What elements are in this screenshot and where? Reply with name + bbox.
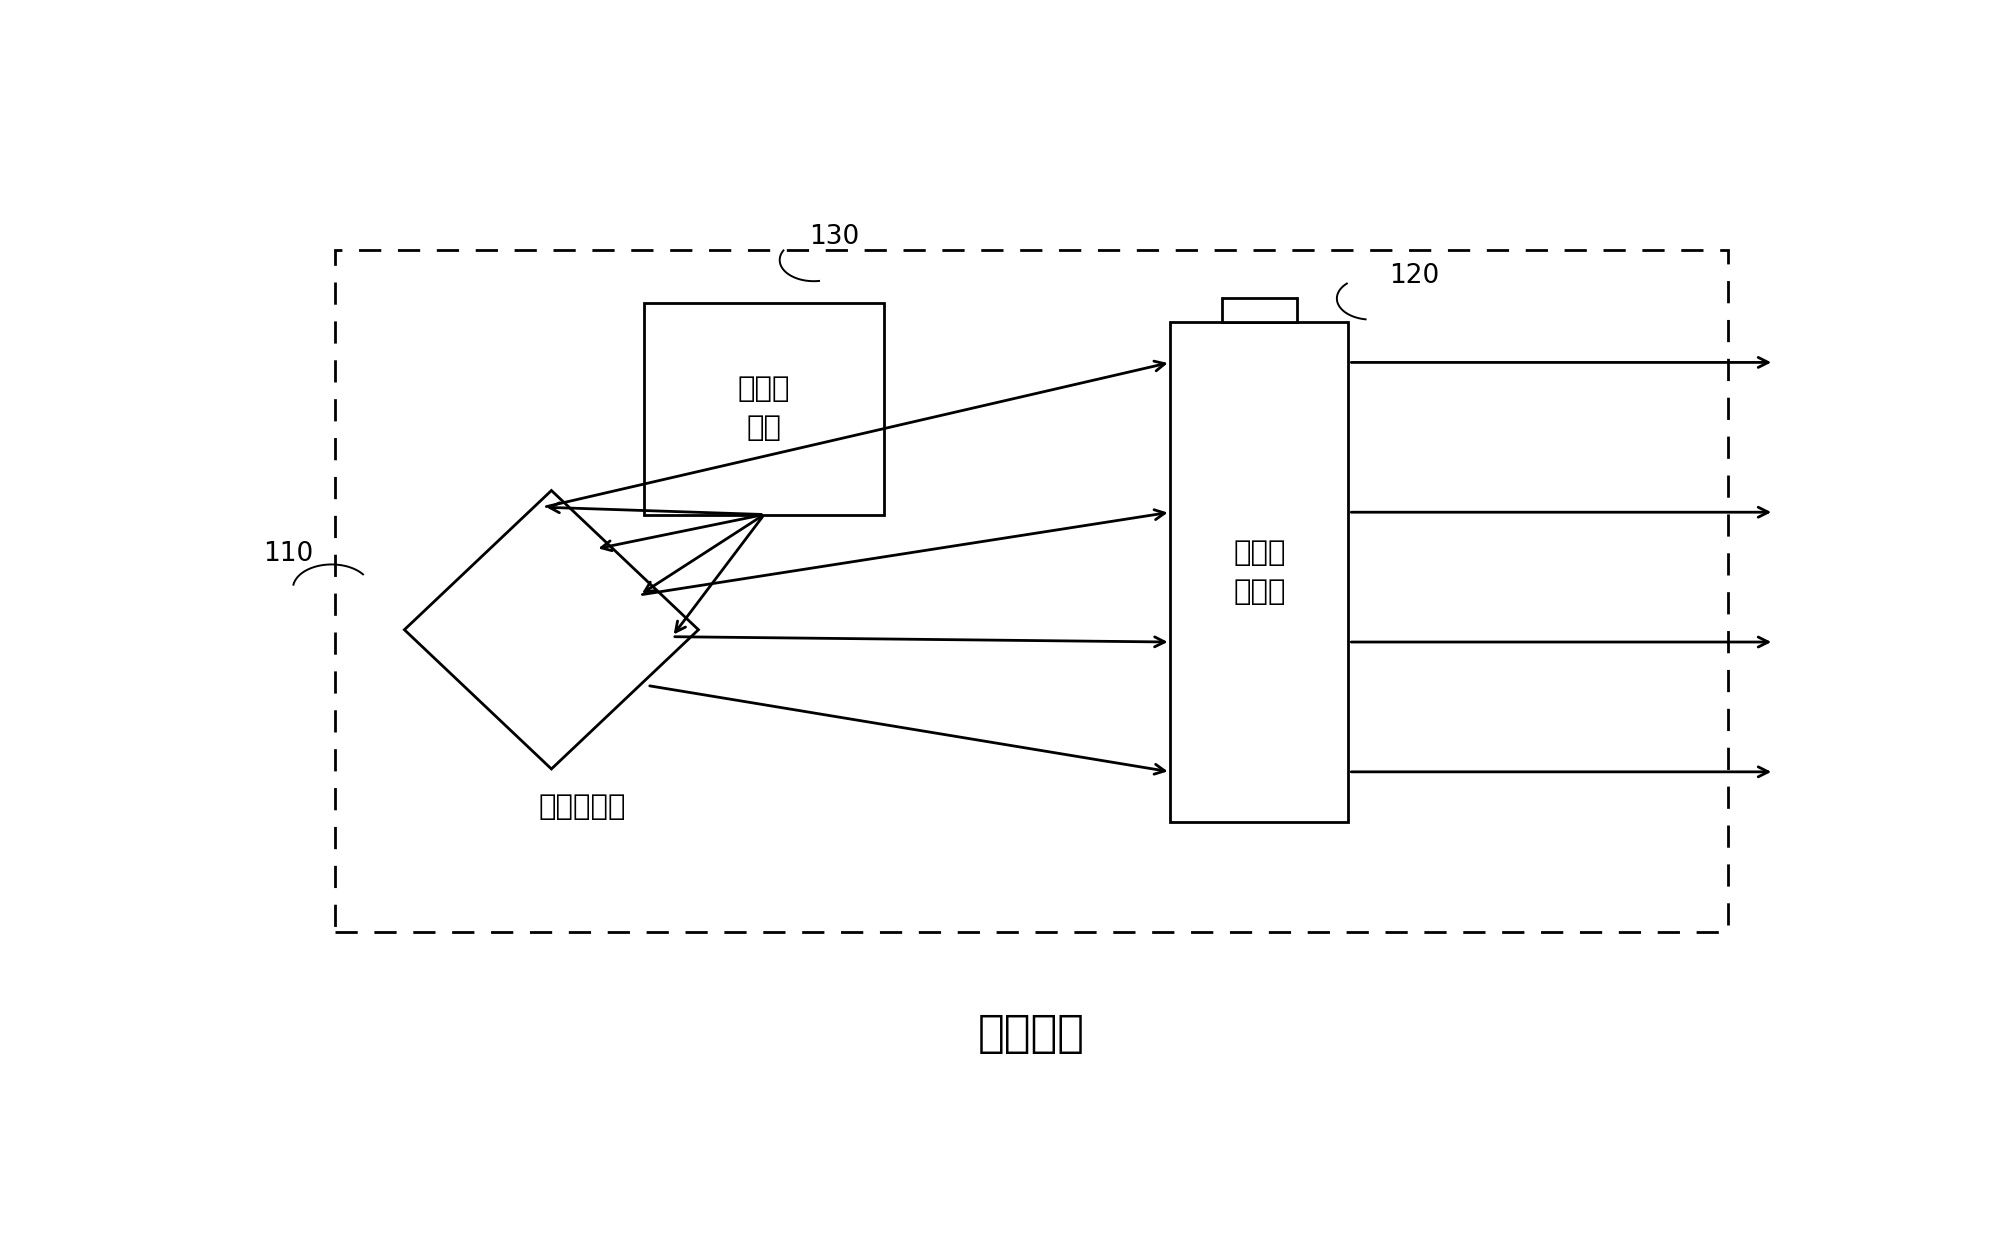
Text: 准直装置: 准直装置 <box>979 1011 1084 1055</box>
Text: 110: 110 <box>264 541 314 567</box>
Bar <box>645 303 885 515</box>
Bar <box>1170 323 1348 822</box>
Text: 120: 120 <box>1390 263 1440 289</box>
Bar <box>1222 298 1296 323</box>
Text: 130: 130 <box>809 224 859 251</box>
Text: 激光发
射器: 激光发 射器 <box>739 375 791 443</box>
Text: 准直投
影镜头: 准直投 影镜头 <box>1234 539 1286 606</box>
Text: 移动反射器: 移动反射器 <box>539 793 627 821</box>
